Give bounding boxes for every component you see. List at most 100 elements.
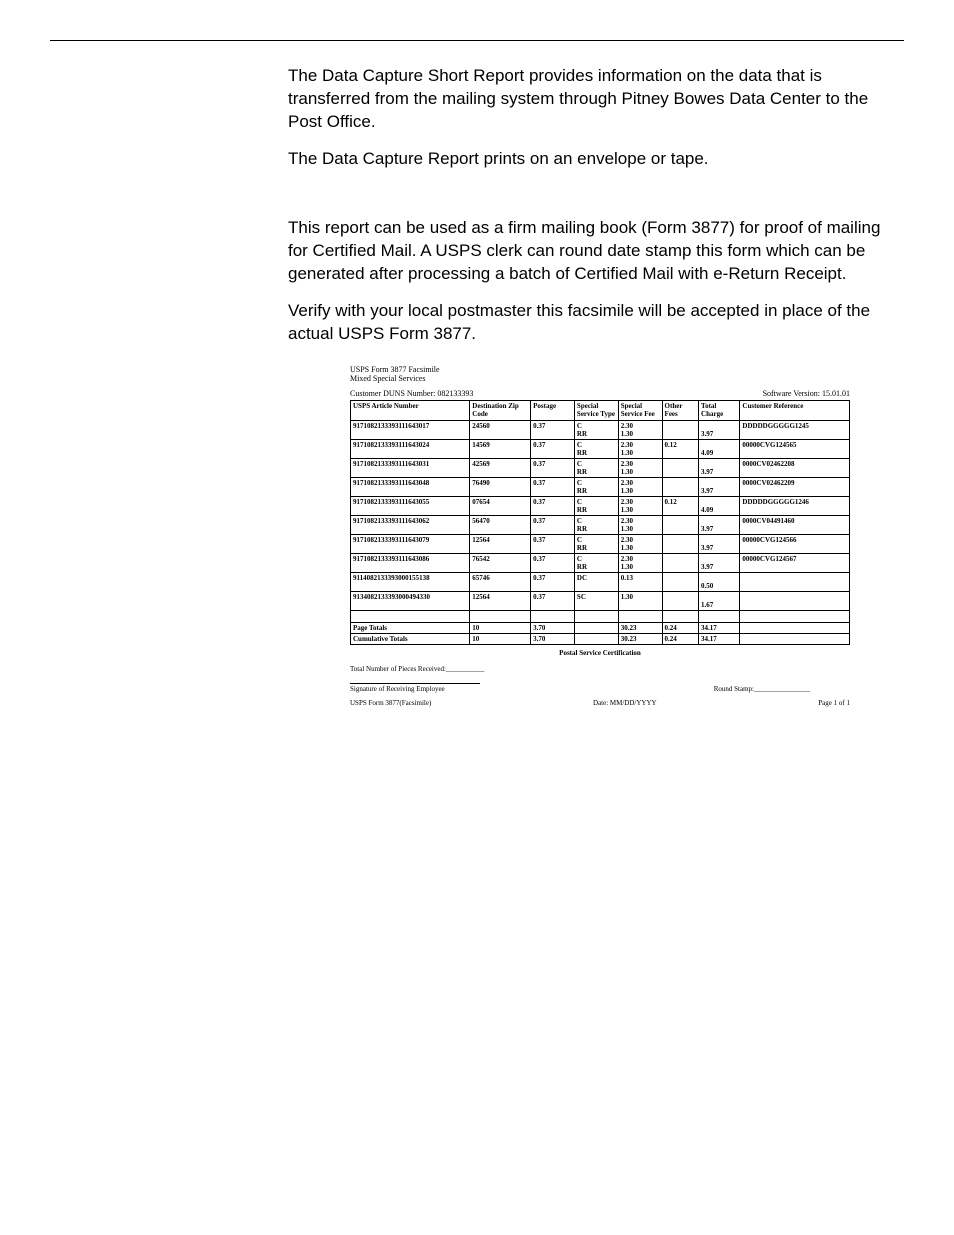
cell-ref: DDDDDGGGGG1246 (740, 496, 850, 515)
form-title-1: USPS Form 3877 Facsimile (350, 365, 850, 374)
cell-zip: 12564 (470, 592, 531, 611)
cell-other (662, 535, 699, 554)
cell-postage: 0.37 (531, 496, 575, 515)
col-header-total: Total Charge (699, 401, 740, 420)
cell-total: 3.97 (699, 516, 740, 535)
cell-postage: 0.37 (531, 516, 575, 535)
usps-form-3877: USPS Form 3877 Facsimile Mixed Special S… (350, 365, 850, 706)
col-header-zip: Destination Zip Code (470, 401, 531, 420)
cell-total: 3.97 (699, 554, 740, 573)
cell-sstype: C RR (574, 535, 618, 554)
cell-article: 9134082133393000494330 (351, 592, 470, 611)
date-label: Date: MM/DD/YYYY (593, 699, 657, 707)
cell-ssfee: 2.30 1.30 (618, 439, 662, 458)
intro-block: The Data Capture Short Report provides i… (288, 65, 904, 345)
cell-total: 0.50 (699, 573, 740, 592)
intro-paragraph-4: Verify with your local postmaster this f… (288, 300, 904, 346)
form-id-label: USPS Form 3877(Facsimile) (350, 699, 431, 707)
col-header-ssfee: Special Service Fee (618, 401, 662, 420)
page-label: Page 1 of 1 (818, 699, 850, 707)
cumulative-totals-row: Cumulative Totals 10 3.70 30.23 0.24 34.… (351, 633, 850, 644)
col-header-article: USPS Article Number (351, 401, 470, 420)
pieces-received: Total Number of Pieces Received:________… (350, 665, 850, 673)
page-totals-other: 0.24 (662, 622, 699, 633)
col-header-postage: Postage (531, 401, 575, 420)
cell-total: 1.67 (699, 592, 740, 611)
cell-postage: 0.37 (531, 573, 575, 592)
cell-sstype: C RR (574, 554, 618, 573)
cell-ref: 00000CVG124566 (740, 535, 850, 554)
table-row: 9171082133393111643062564700.37C RR2.30 … (351, 516, 850, 535)
cell-zip: 42569 (470, 458, 531, 477)
cell-article: 9171082133393111643017 (351, 420, 470, 439)
cell-other (662, 420, 699, 439)
page-totals-count: 10 (470, 622, 531, 633)
intro-paragraph-2: The Data Capture Report prints on an env… (288, 148, 904, 171)
cell-ref (740, 592, 850, 611)
cell-zip: 14569 (470, 439, 531, 458)
cell-zip: 56470 (470, 516, 531, 535)
page-totals-total: 34.17 (699, 622, 740, 633)
cum-totals-total: 34.17 (699, 633, 740, 644)
page-totals-label: Page Totals (351, 622, 470, 633)
signature-label: Signature of Receiving Employee (350, 685, 445, 693)
cum-totals-postage: 3.70 (531, 633, 575, 644)
cell-ssfee: 1.30 (618, 592, 662, 611)
cell-ssfee: 2.30 1.30 (618, 477, 662, 496)
cell-total: 3.97 (699, 420, 740, 439)
cell-total: 4.09 (699, 496, 740, 515)
cell-other (662, 554, 699, 573)
col-header-sstype: Special Service Type (574, 401, 618, 420)
cell-article: 9114082133393000155138 (351, 573, 470, 592)
cell-ssfee: 2.30 1.30 (618, 496, 662, 515)
cell-other (662, 592, 699, 611)
cell-zip: 24560 (470, 420, 531, 439)
cell-zip: 76542 (470, 554, 531, 573)
cell-total: 3.97 (699, 477, 740, 496)
cell-article: 9171082133393111643024 (351, 439, 470, 458)
intro-paragraph-1: The Data Capture Short Report provides i… (288, 65, 904, 134)
table-row: 9171082133393111643055076540.37C RR2.30 … (351, 496, 850, 515)
cell-sstype: C RR (574, 458, 618, 477)
cell-article: 9171082133393111643048 (351, 477, 470, 496)
cell-other (662, 573, 699, 592)
cell-article: 9171082133393111643086 (351, 554, 470, 573)
top-divider (50, 40, 904, 41)
table-row: 9171082133393111643048764900.37C RR2.30 … (351, 477, 850, 496)
table-row: 9171082133393111643017245600.37C RR2.30 … (351, 420, 850, 439)
cell-ssfee: 2.30 1.30 (618, 535, 662, 554)
cell-total: 4.09 (699, 439, 740, 458)
table-row: 9171082133393111643031425690.37C RR2.30 … (351, 458, 850, 477)
cum-totals-other: 0.24 (662, 633, 699, 644)
cum-totals-count: 10 (470, 633, 531, 644)
page-totals-postage: 3.70 (531, 622, 575, 633)
cell-article: 9171082133393111643055 (351, 496, 470, 515)
cell-postage: 0.37 (531, 554, 575, 573)
cell-ref: 00000CVG124567 (740, 554, 850, 573)
table-row: 9171082133393111643024145690.37C RR2.30 … (351, 439, 850, 458)
blank-row (351, 611, 850, 622)
cell-postage: 0.37 (531, 535, 575, 554)
mailing-table: USPS Article Number Destination Zip Code… (350, 400, 850, 644)
cell-sstype: C RR (574, 477, 618, 496)
intro-paragraph-3: This report can be used as a firm mailin… (288, 217, 904, 286)
cell-ssfee: 2.30 1.30 (618, 420, 662, 439)
cell-ref: 00000CVG124565 (740, 439, 850, 458)
cell-article: 9171082133393111643031 (351, 458, 470, 477)
cell-postage: 0.37 (531, 420, 575, 439)
cell-sstype: C RR (574, 420, 618, 439)
cell-ref: 0000CV04491460 (740, 516, 850, 535)
cell-total: 3.97 (699, 458, 740, 477)
cell-ref: DDDDDGGGGG1245 (740, 420, 850, 439)
cell-postage: 0.37 (531, 477, 575, 496)
cell-sstype: DC (574, 573, 618, 592)
cell-ssfee: 2.30 1.30 (618, 458, 662, 477)
cell-article: 9171082133393111643062 (351, 516, 470, 535)
cell-ssfee: 2.30 1.30 (618, 516, 662, 535)
cum-totals-label: Cumulative Totals (351, 633, 470, 644)
table-header-row: USPS Article Number Destination Zip Code… (351, 401, 850, 420)
cell-postage: 0.37 (531, 458, 575, 477)
cell-ref: 0000CV02462208 (740, 458, 850, 477)
page-totals-row: Page Totals 10 3.70 30.23 0.24 34.17 (351, 622, 850, 633)
cell-other: 0.12 (662, 439, 699, 458)
